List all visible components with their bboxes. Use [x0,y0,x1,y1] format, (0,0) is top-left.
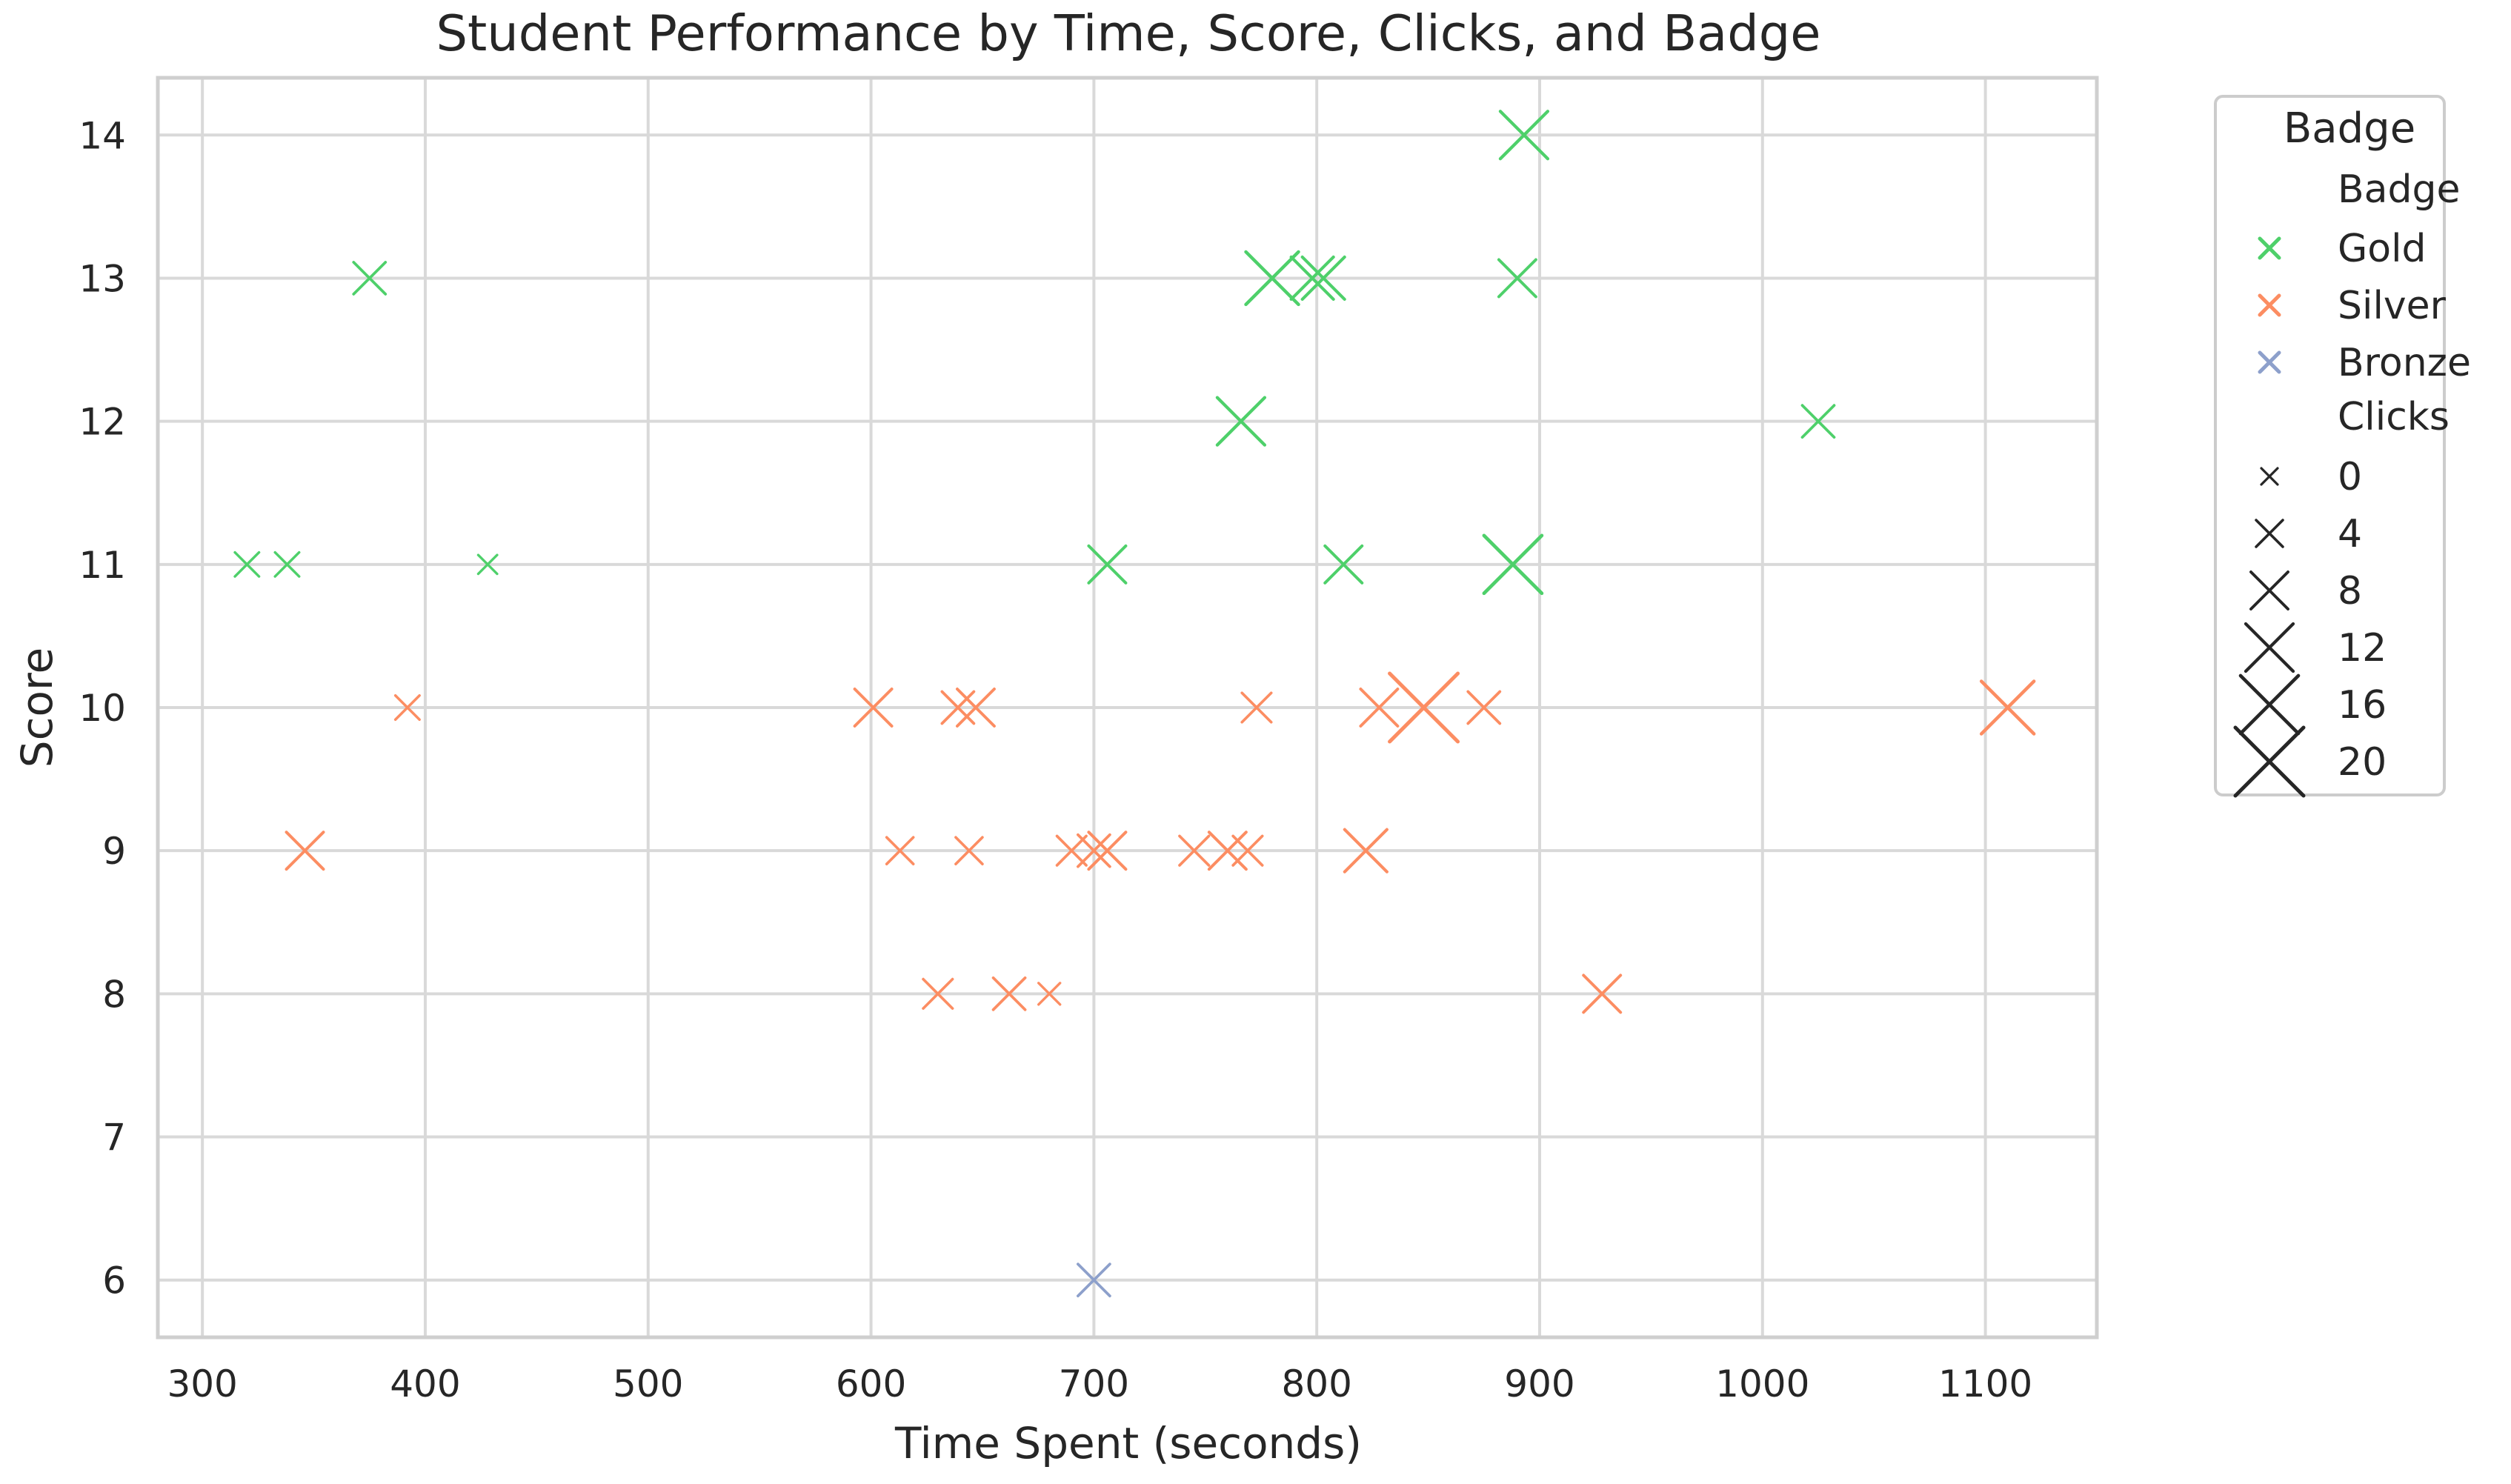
legend-box [2214,95,2446,796]
legend-size-marker [2255,519,2284,548]
data-point-gold [1482,533,1544,596]
data-point-silver [1207,831,1248,871]
data-point-gold [352,261,388,296]
legend-size-heading: Clicks [2338,395,2450,439]
data-point-silver [285,831,325,871]
data-point-silver [1077,833,1111,868]
legend-size-entries: 0 4 8 12 16 20 [2233,455,2387,798]
data-point-gold [1215,396,1267,447]
data-point-gold [476,553,499,576]
legend-marker-silver [2258,293,2281,317]
data-point-gold [1497,258,1537,299]
data-point-gold [1800,404,1836,439]
legend-size-marker [2260,467,2279,486]
legend-size-label: 8 [2338,569,2362,613]
data-point-silver [922,977,954,1010]
data-point-gold [1289,255,1335,302]
data-point-silver [1178,834,1211,867]
legend-size-label: 20 [2338,740,2387,785]
tick-labels: 300 400 500 600 700 800 900 1000 1100 6 7 8 9 10 11 12 1… [79,114,2032,1405]
data-point-silver [853,688,894,728]
x-tick-label: 1000 [1715,1362,1809,1405]
x-tick-label: 900 [1504,1362,1574,1405]
x-tick-label: 500 [613,1362,683,1405]
legend: Badge Badge Gold Silver Bronze Clicks 0 4 8 1… [2214,95,2471,798]
data-point-silver [1240,691,1273,724]
data-point-silver [1582,974,1623,1014]
y-tick-label: 8 [102,973,126,1016]
legend-marker-gold [2258,236,2281,260]
grid-lines [158,78,2097,1337]
data-point-silver [1231,834,1264,867]
legend-size-label: 4 [2338,512,2362,556]
legend-size-marker [2233,725,2306,798]
y-tick-label: 6 [102,1260,126,1302]
y-tick-label: 11 [79,544,126,587]
data-point-silver [1087,831,1128,871]
data-point-silver [885,836,915,865]
legend-label-silver: Silver [2338,284,2447,328]
legend-size-label: 12 [2338,626,2387,671]
x-tick-label: 1100 [1938,1362,2032,1405]
legend-label-bronze: Bronze [2338,341,2471,385]
data-point-silver [1359,688,1400,728]
legend-size-label: 0 [2338,455,2362,499]
legend-size-marker [2238,673,2301,736]
data-point-silver [1466,690,1502,725]
data-point-gold [1087,544,1128,585]
data-point-silver [393,694,421,721]
legend-hue-heading: Badge [2338,167,2461,212]
chart-title: Student Performance by Time, Score, Clic… [436,4,1821,62]
data-point-gold [1300,255,1346,302]
y-tick-label: 13 [79,257,126,300]
data-points [233,110,2036,1298]
x-tick-label: 800 [1281,1362,1351,1405]
x-tick-label: 700 [1059,1362,1129,1405]
data-point-silver [1388,671,1460,744]
y-tick-label: 10 [79,687,126,730]
y-tick-label: 14 [79,114,126,157]
legend-size-marker [2244,622,2295,673]
data-point-silver [991,976,1027,1011]
data-point-silver [940,690,976,725]
data-point-gold [273,550,301,578]
legend-size-label: 16 [2338,683,2387,728]
data-point-gold [233,550,261,578]
data-point-gold [1323,544,1364,585]
x-tick-label: 600 [836,1362,906,1405]
y-tick-label: 9 [102,830,126,873]
data-point-bronze [1077,1262,1111,1298]
legend-label-gold: Gold [2338,227,2427,271]
data-point-silver [954,836,984,865]
data-point-silver [1343,828,1388,874]
x-axis-title: Time Spent (seconds) [894,1418,1362,1468]
data-point-gold [1498,110,1550,161]
legend-title: Badge [2284,104,2415,153]
y-tick-label: 7 [102,1117,126,1159]
data-point-silver [1037,982,1062,1006]
plot-frame [156,76,2099,1340]
y-axis-title: Score [12,648,62,768]
legend-marker-bronze [2258,350,2281,374]
legend-size-marker [2249,570,2289,610]
y-tick-label: 12 [79,401,126,444]
data-point-silver [1979,679,2036,736]
x-tick-label: 300 [167,1362,237,1405]
legend-hue-entries: Gold Silver Bronze [2258,227,2471,385]
data-point-silver [1055,834,1088,867]
data-point-gold [1244,250,1300,307]
data-point-silver [955,688,996,728]
x-tick-label: 400 [390,1362,460,1405]
